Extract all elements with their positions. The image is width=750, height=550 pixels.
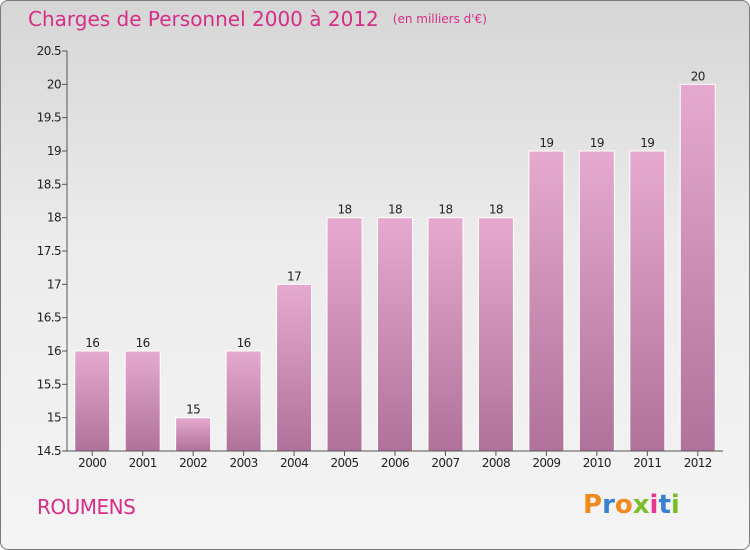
y-tick-label: 15.5 [37, 377, 61, 391]
x-tick-label: 2011 [633, 456, 661, 470]
y-tick-label: 15 [47, 411, 61, 425]
bar [225, 350, 262, 452]
y-tick-label: 19.5 [37, 111, 61, 125]
logo-letter: o [614, 490, 633, 520]
bar-value-label: 16 [85, 336, 99, 350]
bar-value-label: 20 [691, 69, 705, 83]
bar-value-label: 19 [539, 136, 553, 150]
chart-subtitle: (en milliers d'€) [392, 12, 487, 26]
y-tick-label: 20.5 [37, 44, 61, 58]
bar-value-label: 18 [388, 203, 402, 217]
y-tick-label: 20 [47, 77, 61, 91]
bar-value-label: 19 [590, 136, 604, 150]
y-tick-label: 17 [47, 277, 61, 291]
y-tick-label: 16 [47, 344, 61, 358]
bar-value-label: 16 [136, 336, 150, 350]
bars: 16 16 15 16 17 18 18 18 18 19 19 19 20 [74, 69, 716, 452]
x-tick-label: 2005 [330, 456, 358, 470]
y-tick-label: 16.5 [37, 311, 61, 325]
x-tick-label: 2006 [381, 456, 409, 470]
logo-letter: i [670, 490, 680, 520]
bar-value-label: 17 [287, 269, 301, 283]
x-tick-label: 2012 [684, 456, 712, 470]
location-name: ROUMENS [37, 495, 136, 519]
bar [74, 350, 111, 452]
bar-value-label: 19 [640, 136, 654, 150]
x-tick-label: 2001 [129, 456, 157, 470]
bar [629, 150, 666, 452]
x-tick-label: 2002 [179, 456, 207, 470]
logo-letter: x [632, 490, 650, 520]
bar-value-label: 18 [337, 203, 351, 217]
bar [276, 283, 313, 452]
y-tick-label: 18.5 [37, 177, 61, 191]
y-tick-label: 14.5 [37, 444, 61, 458]
logo-letter: r [602, 490, 615, 520]
logo-letter: t [658, 490, 671, 520]
bar [124, 350, 161, 452]
x-tick-label: 2004 [280, 456, 308, 470]
logo-letter: i [649, 490, 659, 520]
bar [175, 417, 212, 452]
bar-value-label: 16 [237, 336, 251, 350]
x-tick-label: 2000 [78, 456, 106, 470]
y-axis: 14.5 15 15.5 16 16.5 17 17.5 18 18.5 19 19.5 20 20.5 [37, 44, 68, 458]
bar-value-label: 15 [186, 403, 200, 417]
x-tick-label: 2010 [583, 456, 611, 470]
bar [477, 217, 514, 452]
bar-value-label: 18 [438, 203, 452, 217]
x-axis: 2000 2001 2002 2003 2004 2005 2006 2007 2008 2009… [67, 450, 723, 470]
bar [377, 217, 413, 452]
proxiti-logo: Proxiti [583, 490, 680, 520]
y-tick-label: 18 [47, 211, 61, 225]
bar-value-label: 18 [489, 203, 503, 217]
bar [578, 150, 615, 452]
y-tick-label: 17.5 [37, 244, 61, 258]
bar [679, 83, 716, 452]
bar [326, 217, 363, 452]
bar [528, 150, 565, 452]
x-tick-label: 2009 [532, 456, 560, 470]
x-tick-label: 2007 [431, 456, 459, 470]
x-tick-label: 2003 [230, 456, 258, 470]
chart-title-text: Charges de Personnel 2000 à 2012 [28, 7, 379, 31]
x-tick-label: 2008 [482, 456, 510, 470]
chart-title: Charges de Personnel 2000 à 2012 (en mill… [28, 7, 487, 31]
bar [427, 217, 464, 452]
y-tick-label: 19 [47, 144, 61, 158]
logo-letter: P [583, 490, 603, 520]
